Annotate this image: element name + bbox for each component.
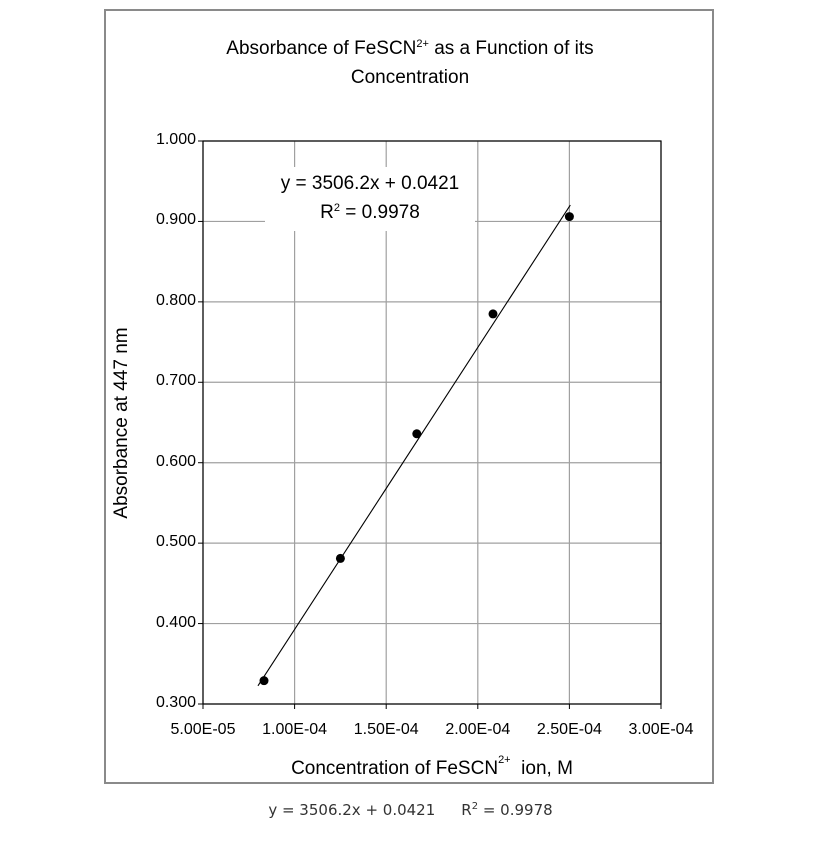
chart-frame — [104, 9, 714, 784]
x-tick-label: 1.00E-04 — [262, 721, 328, 738]
y-tick-label: 0.300 — [155, 694, 196, 711]
chart-title-line1: Absorbance of FeSCN2+ as a Function of i… — [226, 38, 594, 59]
x-tick-label: 5.00E-05 — [170, 721, 236, 738]
trendline-path — [257, 204, 571, 687]
y-tick-label: 0.800 — [155, 291, 196, 309]
y-tick-label: 0.900 — [155, 211, 196, 229]
x-tick-label: 1.50E-04 — [353, 721, 419, 738]
trendline — [257, 204, 571, 687]
y-tick-label: 1.000 — [155, 131, 196, 148]
axes — [198, 140, 662, 709]
y-axis-label: Absorbance at 447 nm — [111, 327, 132, 519]
trendline-equation-box: y = 3506.2x + 0.0421 R2 = 0.9978 — [265, 167, 475, 231]
x-tick-label: 2.00E-04 — [445, 721, 511, 738]
trendline-equation: y = 3506.2x + 0.0421 — [280, 173, 460, 194]
x-axis-label: Concentration of FeSCN2+ ion, M — [291, 754, 573, 779]
data-point — [564, 212, 574, 222]
x-tick-label: 2.50E-04 — [536, 721, 602, 738]
caption-equation: y = 3506.2x + 0.0421 — [268, 801, 436, 819]
data-point — [488, 309, 498, 319]
data-point — [412, 429, 422, 439]
data-points — [259, 212, 574, 686]
x-tick-label: 3.00E-04 — [628, 721, 694, 738]
y-tick-label: 0.700 — [155, 372, 196, 390]
chart-title-line2: Concentration — [350, 67, 470, 88]
plot-border — [202, 140, 662, 705]
y-tick-label: 0.500 — [155, 533, 196, 551]
y-tick-label: 0.600 — [155, 452, 196, 470]
data-point — [259, 676, 269, 686]
r-squared: R2 = 0.9978 — [320, 202, 420, 223]
caption: y = 3506.2x + 0.0421 R2 = 0.9978 — [0, 801, 821, 819]
caption-r-squared: R2 = 0.9978 — [461, 801, 553, 819]
y-tick-label: 0.400 — [155, 613, 196, 631]
data-point — [335, 553, 345, 563]
